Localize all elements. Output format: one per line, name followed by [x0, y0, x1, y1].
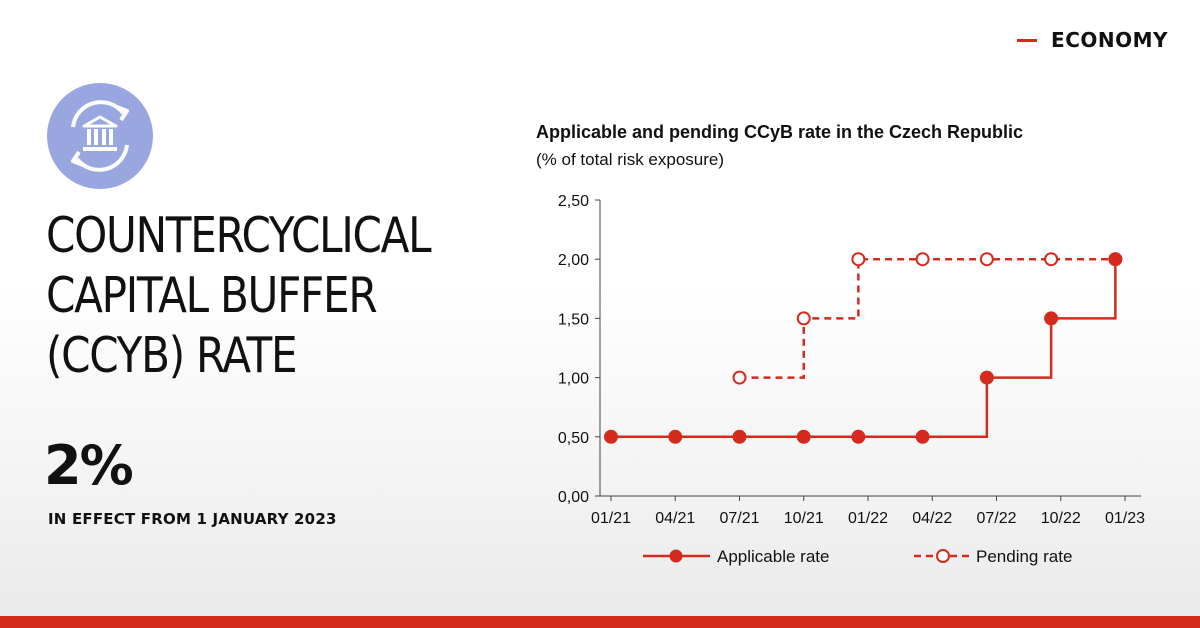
legend-applicable-marker [669, 549, 683, 563]
x-tick-label: 10/22 [1041, 510, 1081, 527]
headline: COUNTERCYCLICAL CAPITAL BUFFER (CCYB) RA… [46, 206, 526, 386]
x-tick-label: 10/21 [784, 510, 824, 527]
y-tick-label: 1,50 [558, 311, 589, 328]
applicable-rate-point [604, 429, 618, 444]
y-tick-label: 2,50 [558, 193, 589, 210]
applicable-rate-point [796, 429, 811, 444]
legend-applicable-label: Applicable rate [717, 547, 829, 566]
pending-rate-point [1044, 252, 1059, 267]
pending-rate-point [851, 252, 866, 267]
bank-refresh-icon [47, 83, 153, 189]
pending-rate-line [739, 257, 1116, 379]
bottom-accent-bar [0, 616, 1200, 628]
y-tick-label: 0,00 [558, 489, 589, 506]
chart-title: Applicable and pending CCyB rate in the … [536, 122, 1024, 142]
y-tick-label: 0,50 [558, 430, 589, 447]
applicable-rate-point [1044, 311, 1059, 326]
y-tick-label: 2,00 [558, 252, 589, 269]
applicable-rate-point [668, 429, 683, 444]
pending-rate-point [979, 252, 994, 267]
title-line: COUNTERCYCLICAL [46, 207, 432, 264]
effective-date: IN EFFECT FROM 1 JANUARY 2023 [48, 510, 337, 528]
page-title: COUNTERCYCLICAL CAPITAL BUFFER (CCYB) RA… [46, 206, 459, 386]
current-rate: 2% [44, 434, 134, 497]
x-tick-label: 04/22 [912, 510, 952, 527]
applicable-rate-point [1108, 252, 1123, 267]
pending-rate-point [915, 252, 930, 267]
applicable-rate-line [611, 259, 1117, 439]
section-label: ECONOMY [1051, 28, 1168, 52]
x-tick-label: 07/22 [976, 510, 1016, 527]
title-line: (CCYB) RATE [46, 327, 298, 384]
applicable-rate-point [979, 370, 994, 385]
x-tick-label: 01/21 [591, 510, 631, 527]
title-line: CAPITAL BUFFER [46, 267, 378, 324]
applicable-rate-point [732, 429, 747, 444]
legend-pending-marker [936, 549, 950, 563]
legend-pending-label: Pending rate [976, 547, 1072, 566]
applicable-rate-point [851, 429, 866, 444]
ccyb-chart: 0,00 0,50 1,00 1,50 2,00 2,50 01/21 04/21 07/21 1… [520, 180, 1160, 580]
section-dash [1017, 38, 1038, 42]
x-tick-label: 07/21 [719, 510, 759, 527]
y-tick-label: 1,00 [558, 371, 589, 388]
x-tick-label: 01/23 [1105, 510, 1145, 527]
pending-rate-point [732, 370, 747, 385]
pending-rate-point [796, 311, 811, 326]
chart-subtitle: (% of total risk exposure) [536, 150, 725, 169]
applicable-rate-point [915, 429, 930, 444]
x-tick-label: 01/22 [848, 510, 888, 527]
bank-refresh-icon-graphic [71, 100, 129, 172]
section-tag: ECONOMY [1017, 28, 1168, 52]
chart-svg: 0,00 0,50 1,00 1,50 2,00 2,50 01/21 04/21 07/21 1… [558, 193, 1145, 566]
x-tick-label: 04/21 [655, 510, 695, 527]
